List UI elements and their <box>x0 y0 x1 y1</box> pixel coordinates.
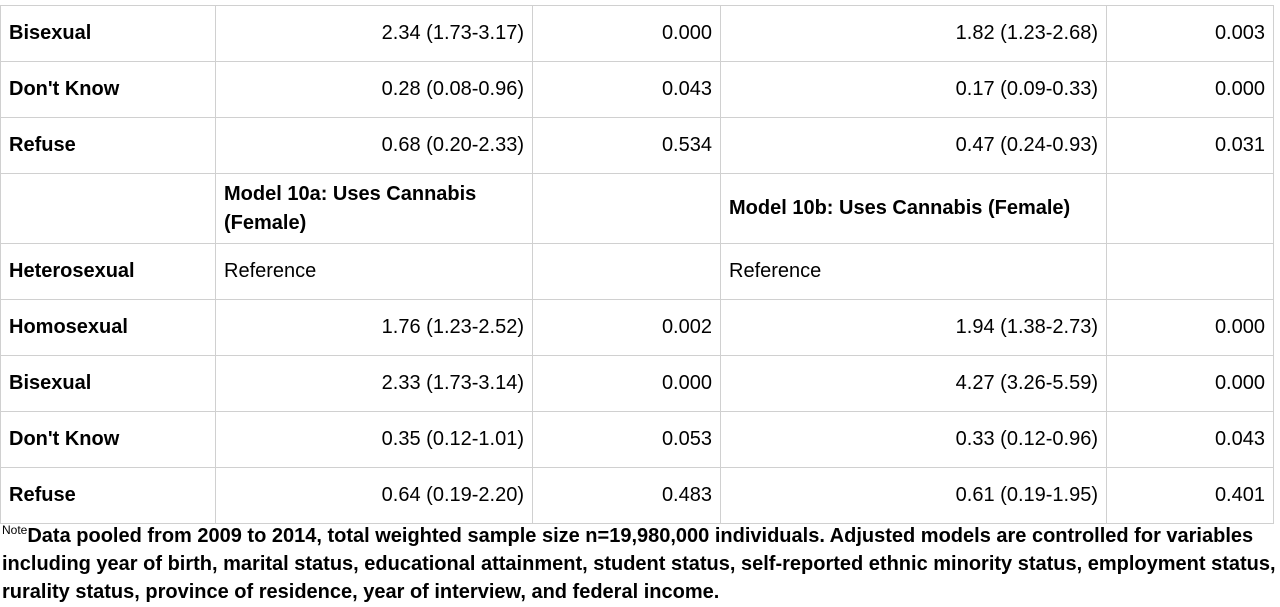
table-cell: Don't Know <box>0 411 216 468</box>
table-cell: Homosexual <box>0 299 216 356</box>
table-cell <box>1106 173 1274 244</box>
table-cell: 0.68 (0.20-2.33) <box>215 117 533 174</box>
table-cell: 0.483 <box>532 467 721 524</box>
table-cell <box>1106 243 1274 300</box>
table-cell: 2.34 (1.73-3.17) <box>215 5 533 62</box>
table-cell: 0.000 <box>1106 299 1274 356</box>
table-cell: 0.000 <box>1106 61 1274 118</box>
table-cell: 1.76 (1.23-2.52) <box>215 299 533 356</box>
table-row: Refuse 0.68 (0.20-2.33) 0.534 0.47 (0.24-0.… <box>0 117 1274 174</box>
table-cell: Bisexual <box>0 355 216 412</box>
note-label: Note <box>2 523 28 537</box>
results-table: Bisexual 2.34 (1.73-3.17) 0.000 1.82 (1.23-… <box>0 5 1274 524</box>
table-cell <box>532 173 721 244</box>
table-cell: 0.043 <box>532 61 721 118</box>
table-cell: 0.17 (0.09-0.33) <box>720 61 1107 118</box>
table-cell: Model 10b: Uses Cannabis (Female) <box>720 173 1107 244</box>
table-row: Heterosexual Reference Reference <box>0 243 1274 300</box>
table-cell: 4.27 (3.26-5.59) <box>720 355 1107 412</box>
table-cell: 1.82 (1.23-2.68) <box>720 5 1107 62</box>
table-cell: 0.534 <box>532 117 721 174</box>
table-cell: 0.000 <box>532 355 721 412</box>
table-cell: 0.000 <box>1106 355 1274 412</box>
table-cell: 0.000 <box>532 5 721 62</box>
table-row: Don't Know 0.35 (0.12-1.01) 0.053 0.33 (0.1… <box>0 411 1274 468</box>
table-cell: 0.401 <box>1106 467 1274 524</box>
table-row: Bisexual 2.33 (1.73-3.14) 0.000 4.27 (3.26-… <box>0 355 1274 412</box>
table-cell: 0.002 <box>532 299 721 356</box>
table-cell: Reference <box>720 243 1107 300</box>
table-row: Refuse 0.64 (0.19-2.20) 0.483 0.61 (0.19-1.… <box>0 467 1274 524</box>
table-cell: Reference <box>215 243 533 300</box>
table-row: Homosexual 1.76 (1.23-2.52) 0.002 1.94 (1.3… <box>0 299 1274 356</box>
table-cell: 0.003 <box>1106 5 1274 62</box>
table-cell: 0.031 <box>1106 117 1274 174</box>
table-cell: 0.043 <box>1106 411 1274 468</box>
table-cell: 0.33 (0.12-0.96) <box>720 411 1107 468</box>
table-cell: Model 10a: Uses Cannabis (Female) <box>215 173 533 244</box>
table-cell: 0.64 (0.19-2.20) <box>215 467 533 524</box>
table-cell: 0.47 (0.24-0.93) <box>720 117 1107 174</box>
table-cell: Bisexual <box>0 5 216 62</box>
table-row: Don't Know 0.28 (0.08-0.96) 0.043 0.17 (0.0… <box>0 61 1274 118</box>
note-text: Data pooled from 2009 to 2014, total wei… <box>2 525 1276 603</box>
table-cell: 1.94 (1.38-2.73) <box>720 299 1107 356</box>
table-cell <box>532 243 721 300</box>
table-cell: Refuse <box>0 117 216 174</box>
table-cell <box>0 173 216 244</box>
table-cell: Heterosexual <box>0 243 216 300</box>
table-cell: 0.28 (0.08-0.96) <box>215 61 533 118</box>
table-cell: 0.053 <box>532 411 721 468</box>
table-cell: 0.35 (0.12-1.01) <box>215 411 533 468</box>
table-row: Bisexual 2.34 (1.73-3.17) 0.000 1.82 (1.23-… <box>0 5 1274 62</box>
table-row: Model 10a: Uses Cannabis (Female) Model 1… <box>0 173 1274 244</box>
table-cell: 2.33 (1.73-3.14) <box>215 355 533 412</box>
table-cell: Refuse <box>0 467 216 524</box>
table-cell: Don't Know <box>0 61 216 118</box>
table-note: NoteData pooled from 2009 to 2014, total… <box>2 522 1280 606</box>
table-cell: 0.61 (0.19-1.95) <box>720 467 1107 524</box>
